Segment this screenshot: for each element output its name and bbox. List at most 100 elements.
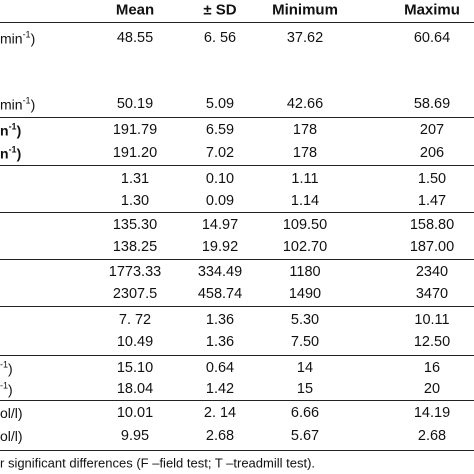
cell: 1490 [288,286,322,302]
cell: 1773.33 [108,264,162,280]
cell: 5.09 [205,96,235,112]
label-text: ol/l) [0,405,23,421]
label-text: min [0,30,23,47]
cell: 18.04 [116,381,154,397]
cell: 42.66 [286,96,324,112]
cell: 7. 72 [118,312,152,328]
cell: 6. 56 [203,30,237,46]
row-label: ol/l) [0,405,23,421]
cell: 187.00 [409,239,455,255]
rule [0,22,474,23]
label-text: min [0,96,23,113]
cell: 3470 [415,286,449,302]
cell: 10.49 [116,334,154,350]
cell: 20 [423,381,441,397]
label-text: n [0,122,9,139]
cell: 19.92 [201,239,239,255]
cell: 58.69 [413,96,451,112]
column-header: Maximu [404,1,460,19]
rule [0,450,474,451]
row-label: -1) [0,381,13,398]
row-label: -1) [0,360,13,377]
cell: 7.02 [205,145,235,161]
label-sup: -1 [8,121,17,132]
cell: 191.20 [112,145,158,161]
label-tail: ) [16,122,22,139]
label-sup: -1 [22,95,31,106]
cell: 1.36 [205,334,235,350]
cell: 6.66 [290,405,320,421]
cell: 10.01 [116,405,154,421]
cell: 14.97 [201,217,239,233]
cell: 14.19 [413,405,451,421]
row-label: n-1) [0,122,21,139]
column-header: Mean [115,1,155,19]
label-sup: -1 [22,29,31,40]
cell: 7.50 [290,334,320,350]
cell: 10.11 [414,312,450,328]
cell: 158.80 [409,217,455,233]
row-label: ol/l) [0,428,23,444]
row-label: min-1) [0,30,35,47]
cell: 0.64 [205,360,235,376]
rule [0,117,474,118]
cell: 206 [419,145,445,161]
cell: 16 [423,360,441,376]
cell: 207 [419,122,445,138]
cell: 191.79 [112,122,158,138]
label-text: ol/l) [0,428,23,444]
cell: 1.30 [120,193,150,209]
column-header: ± SD [203,1,237,19]
rule [0,355,474,356]
label-tail: ) [30,96,36,113]
cell: 60.64 [413,30,451,46]
cell: 102.70 [282,239,328,255]
label-sup: -1 [8,144,17,155]
footnote: r significant differences (F –field test… [0,455,316,471]
row-label: n-1) [0,145,21,162]
label-tail: ) [16,145,22,162]
cell: 1.31 [120,171,150,187]
cell: 15.10 [116,360,154,376]
label-tail: ) [8,360,13,377]
rule [0,165,474,166]
label-sup: -1 [0,359,9,370]
cell: 50.19 [116,96,154,112]
cell: 109.50 [282,217,328,233]
cell: 2307.5 [112,286,158,302]
cell: 0.10 [205,171,235,187]
cell: 15 [296,381,314,397]
row-label: min-1) [0,96,35,113]
cell: 334.49 [197,264,243,280]
cell: 9.95 [120,428,150,444]
cell: 1.14 [290,193,320,209]
cell: 1.47 [417,193,447,209]
cell: 37.62 [286,30,324,46]
column-header: Minimum [272,1,338,19]
cell: 0.09 [205,193,235,209]
cell: 14 [296,360,314,376]
rule [0,212,474,213]
cell: 2.68 [205,428,235,444]
cell: 458.74 [197,286,243,302]
cell: 12.50 [413,334,451,350]
cell: 138.25 [112,239,158,255]
cell: 48.55 [116,30,154,46]
cell: 178 [292,122,318,138]
cell: 1.42 [205,381,235,397]
cell: 1.36 [205,312,235,328]
label-text: n [0,145,9,162]
rule [0,306,474,307]
cell: 2340 [415,264,449,280]
cell: 1.50 [417,171,447,187]
cell: 2. 14 [203,405,237,421]
rule [0,259,474,260]
cell: 135.30 [112,217,158,233]
cell: 1.11 [291,171,319,187]
label-tail: ) [30,30,36,47]
rule [0,400,474,401]
label-tail: ) [8,381,13,398]
cell: 5.30 [290,312,320,328]
cell: 1180 [289,264,321,280]
